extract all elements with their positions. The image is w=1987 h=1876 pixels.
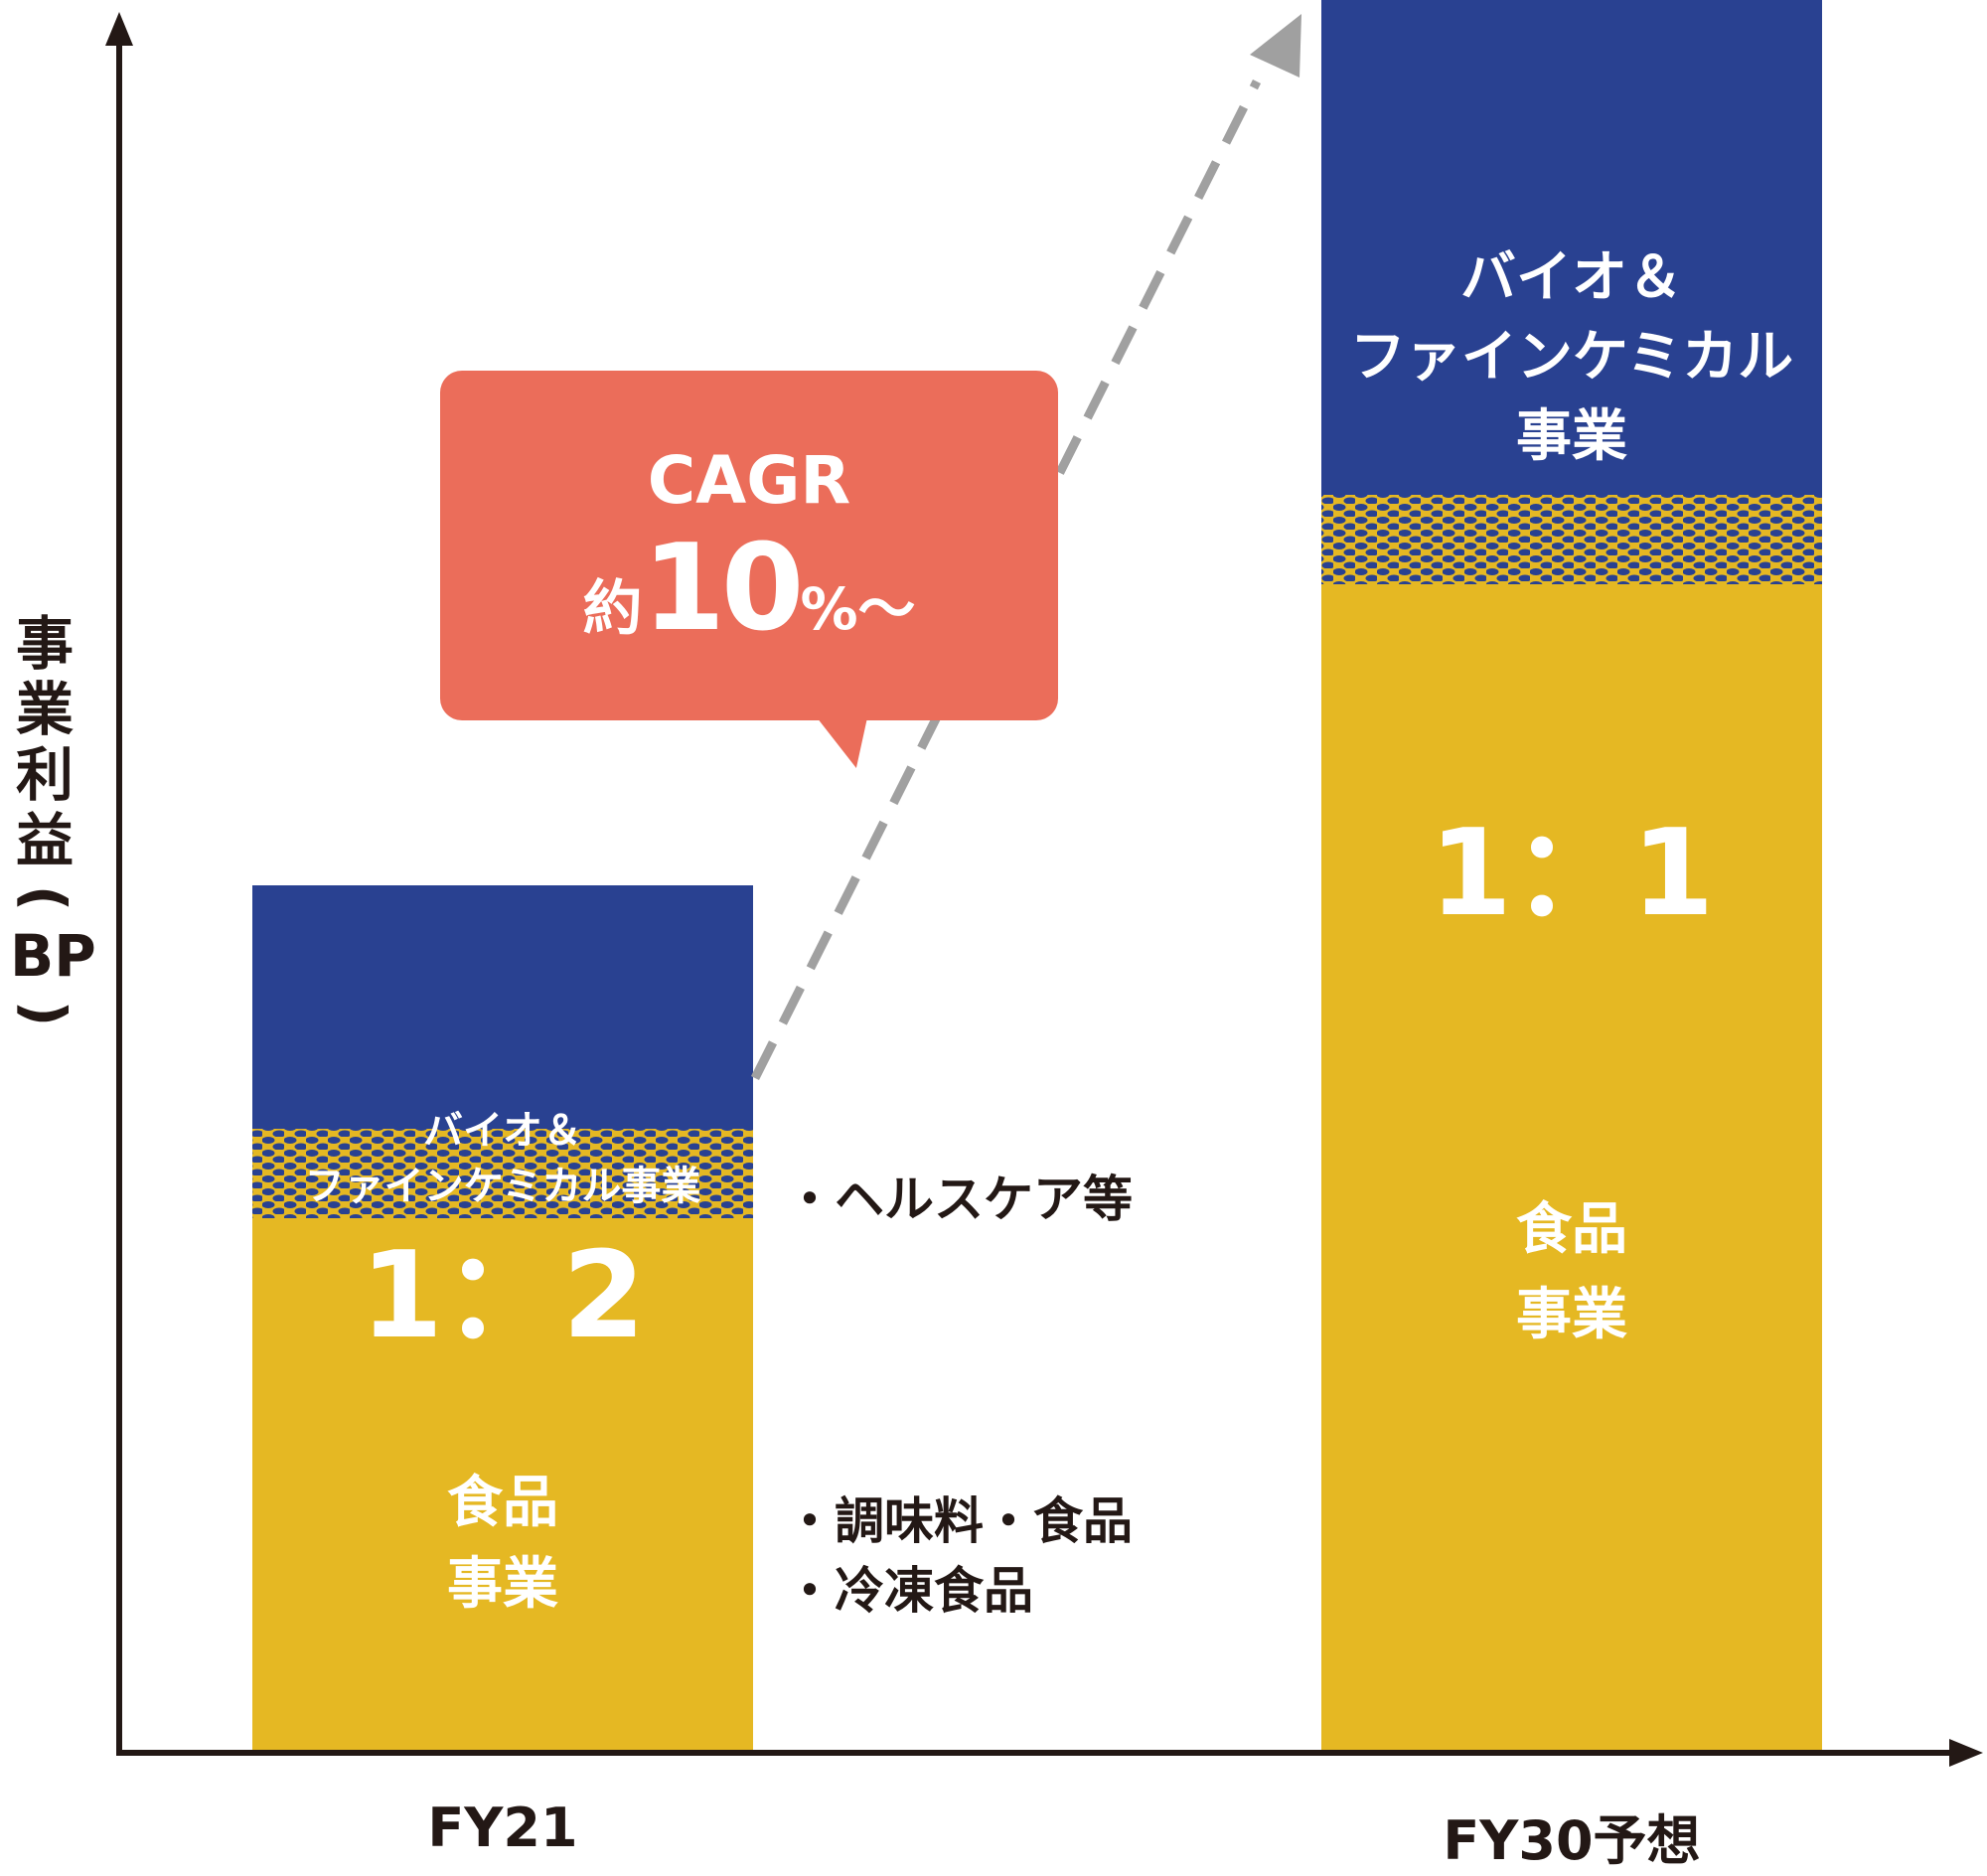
fy21-food-label: 食品 事業 [252,1463,753,1626]
fy30-bio-label-line2: ファインケミカル [1349,325,1794,390]
bar-blend-0 [252,1129,753,1218]
bar-food-1 [1321,540,1822,1750]
fy21-food-label-line1: 食品 [447,1471,558,1535]
bullet-healthcare: ・ヘルスケア等 [785,1171,1133,1228]
y-axis-label-char: 利 [15,741,74,809]
y-axis-arrow [105,12,133,46]
fy30-bio-label-line3: 事業 [1516,404,1627,469]
bar-bio-1 [1321,0,1822,540]
y-axis-label: 事 業 利 益 ( BP ) [10,610,96,1038]
bullet-seasoning: ・調味料・食品 [785,1492,1133,1550]
fy21-ratio-label: 1：2 [360,1227,646,1365]
fy21-food-label-line2: 事業 [447,1552,558,1617]
cagr-number: 10 [642,520,804,658]
fy30-ratio-label: 1：1 [1429,805,1715,943]
cagr-callout: CAGR 約10%〜 [440,371,1058,768]
bullet-frozen: ・冷凍食品 [785,1562,1033,1620]
y-axis-label-char: 益 [15,807,74,874]
x-axis-arrow [1949,1739,1983,1767]
fy21-bio-label-line2: ファインケミカル事業 [304,1164,701,1209]
bar-bio-0 [252,885,753,1173]
fy21-bio-label-line1: バイオ＆ [423,1108,582,1154]
y-axis-label-char: 事 [15,610,74,678]
fy30-bio-label: バイオ＆ ファインケミカル 事業 [1321,238,1822,477]
bar-food-0 [252,1173,753,1750]
fy30-bio-label-line1: バイオ＆ [1460,245,1683,310]
fy30-food-label-line1: 食品 [1516,1197,1627,1262]
fy21-bio-label: バイオ＆ ファインケミカル事業 [252,1103,753,1214]
y-axis-label-close-paren: ) [11,1000,78,1027]
bars-group [252,0,1822,1750]
fy30-food-label: 食品 事業 [1321,1187,1822,1358]
x-label-fy21: FY21 [427,1797,578,1859]
cagr-prefix: 約 [582,574,643,644]
x-label-fy30: FY30予想 [1443,1809,1701,1872]
fy30-food-label-line2: 事業 [1516,1283,1627,1347]
y-axis-label-char: 業 [15,676,74,743]
trend-arrowhead [1250,14,1301,78]
y-axis-label-open-paren: ( [11,884,78,912]
bar-blend-1 [1321,495,1822,584]
cagr-title: CAGR [647,442,851,519]
y-axis-label-bp: BP [10,922,96,990]
cagr-value: 約10%〜 [440,520,1058,658]
cagr-suffix: %〜 [800,575,916,643]
